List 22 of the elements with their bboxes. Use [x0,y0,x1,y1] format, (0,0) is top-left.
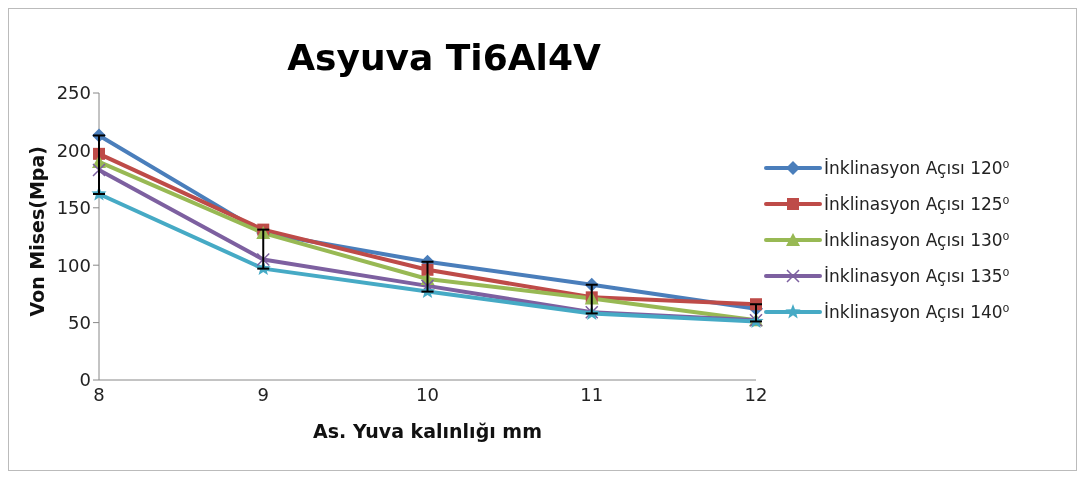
legend-label: İnklinasyon Açısı 140⁰ [824,301,1010,322]
x-tick-label: 11 [580,383,604,405]
legend-label: İnklinasyon Açısı 125⁰ [824,193,1010,214]
y-tick-label: 200 [56,139,91,161]
chart-title: Asyuva Ti6Al4V [286,37,602,78]
legend-label: İnklinasyon Açısı 135⁰ [824,265,1010,286]
x-tick-label: 12 [744,383,768,405]
x-axis-title: As. Yuva kalınlığı mm [313,420,542,442]
x-tick-label: 10 [416,383,439,405]
point [256,252,270,267]
point [92,163,106,177]
y-tick-label: 250 [56,82,91,104]
x-tick-label: 9 [257,383,269,405]
y-tick-label: 0 [79,369,91,391]
y-tick-label: 100 [56,254,91,276]
y-tick-label: 150 [56,197,91,219]
point [420,279,435,293]
legend-label: İnklinasyon Açısı 120⁰ [824,157,1010,178]
x-tick-label: 8 [93,383,105,405]
legend-label: İnklinasyon Açısı 130⁰ [824,229,1010,250]
y-axis-title: Von Mises(Mpa) [25,146,48,317]
y-tick-label: 50 [68,311,91,333]
